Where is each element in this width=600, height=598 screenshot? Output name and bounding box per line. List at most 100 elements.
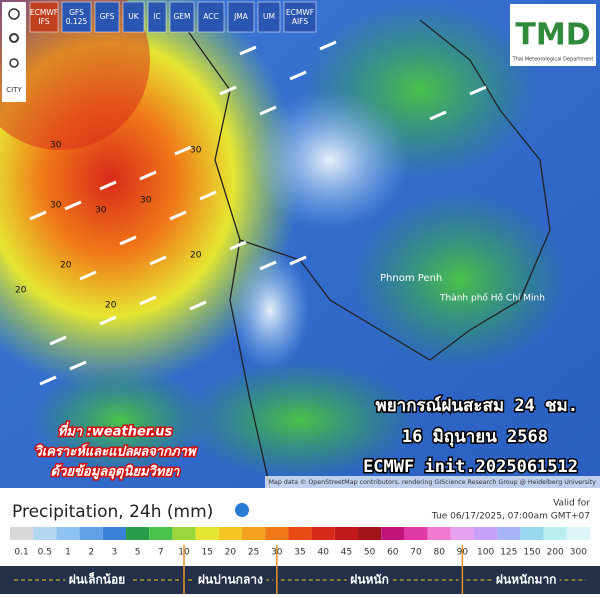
scale-cell <box>102 527 126 540</box>
model-button[interactable] <box>169 1 195 33</box>
contour-label: 30 <box>190 146 202 156</box>
contour-label: 30 <box>50 201 62 211</box>
rain-area <box>30 365 210 475</box>
scale-label: 35 <box>294 548 305 558</box>
scale-cell <box>381 527 405 540</box>
scale-cell <box>10 527 34 540</box>
forecast-caption: พยากรณ์ฝนสะสม 24 ชม. 16 มิถุนายน 2568 EC… <box>362 394 580 479</box>
model-button[interactable] <box>94 1 120 33</box>
scale-cell <box>218 527 242 540</box>
scale-label: 60 <box>387 548 399 558</box>
model-button[interactable] <box>227 1 255 33</box>
model-label[interactable]: IC <box>153 12 160 21</box>
city-button[interactable]: CITY <box>6 86 22 94</box>
model-button[interactable] <box>61 1 92 33</box>
scale-label: 150 <box>523 548 540 558</box>
wind-arrow <box>49 335 67 346</box>
scale-cell <box>311 527 335 540</box>
model-button[interactable] <box>257 1 281 33</box>
dry-area <box>250 90 410 230</box>
caption-line: พยากรณ์ฝนสะสม 24 ชม. <box>376 395 579 416</box>
color-scale: 0.10.51235710152025303540455060708090100… <box>10 527 590 558</box>
model-button[interactable] <box>197 1 225 33</box>
place-label: Thành phố Hồ Chí Minh <box>439 293 545 304</box>
contour-label: 30 <box>50 141 62 151</box>
wind-arrow <box>29 210 47 221</box>
model-label[interactable]: GEM <box>173 12 190 21</box>
scale-cell <box>79 527 103 540</box>
scale-cell <box>56 527 80 540</box>
zoom-button[interactable] <box>9 58 19 68</box>
attribution-bg <box>265 476 600 488</box>
source-note: ที่มา :weather.us วิเคราะห์และแปลผลจากภา… <box>33 420 198 481</box>
model-button[interactable] <box>147 1 167 33</box>
scale-label: 20 <box>225 548 237 558</box>
model-label[interactable]: JMA <box>233 12 249 21</box>
scale-label: 80 <box>433 548 445 558</box>
refresh-button[interactable] <box>8 8 20 20</box>
wind-arrow <box>189 300 207 311</box>
band-label: ฝนเล็กน้อย <box>69 572 125 587</box>
wind-arrow <box>169 210 187 221</box>
wind-arrow <box>429 110 447 121</box>
logo-box <box>510 4 596 66</box>
rain-area <box>350 190 570 370</box>
scale-label: 125 <box>500 548 517 558</box>
model-label[interactable]: ECMWF AIFS <box>286 8 314 26</box>
scale-label: 200 <box>547 548 564 558</box>
model-label[interactable]: ACC <box>203 12 218 21</box>
scale-cell <box>33 527 57 540</box>
band-label: ฝนปานกลาง <box>198 573 263 587</box>
source-line: ด้วยข้อมูลอุตุนิยมวิทยา <box>51 464 180 480</box>
model-label[interactable]: GFS 0.125 <box>66 8 88 26</box>
contour-label: 20 <box>190 251 202 261</box>
scale-cell <box>265 527 289 540</box>
wind-arrow <box>119 235 137 246</box>
contour-label: 20 <box>60 261 72 271</box>
model-button[interactable] <box>122 1 145 33</box>
wind-arrow <box>139 170 157 181</box>
scale-label: 5 <box>135 548 141 558</box>
source-line: วิเคราะห์และแปลผลจากภาพ <box>34 444 196 460</box>
model-button[interactable] <box>283 1 317 33</box>
scale-cell <box>427 527 451 540</box>
model-button[interactable] <box>29 1 59 33</box>
wind-arrow <box>64 200 82 211</box>
info-button[interactable] <box>235 503 249 517</box>
rain-area <box>180 360 420 480</box>
wind-arrow <box>79 270 97 281</box>
scale-label: 70 <box>410 548 422 558</box>
wind-arrow <box>259 105 277 116</box>
scale-cell <box>450 527 474 540</box>
scale-label: 100 <box>477 548 494 558</box>
model-label[interactable]: ECMWF IFS <box>30 8 58 26</box>
scale-label: 0.1 <box>14 548 28 558</box>
scale-cell <box>288 527 312 540</box>
locate-button[interactable] <box>9 33 19 43</box>
scale-label: 1 <box>65 548 71 558</box>
contour-label: 20 <box>105 301 117 311</box>
wind-arrow <box>139 295 157 306</box>
wind-arrow <box>199 190 217 201</box>
place-label: Phnom Penh <box>380 273 442 284</box>
model-label[interactable]: UM <box>263 12 275 21</box>
caption-line: 16 มิถุนายน 2568 <box>402 427 548 447</box>
intensity-bands: ฝนเล็กน้อย ฝนปานกลาง ฝนหนัก ฝนหนักมาก <box>14 545 586 594</box>
legend-title: Precipitation, 24h (mm) <box>12 502 213 522</box>
contour-label: 20 <box>15 286 27 296</box>
source-line: ที่มา :weather.us <box>58 422 173 440</box>
map-labels: Phnom Penh Thành phố Hồ Chí Minh 30 30 30 30 2… <box>15 141 545 311</box>
model-label[interactable]: GFS <box>100 12 115 21</box>
scale-label: 3 <box>112 548 118 558</box>
attribution: Map data © OpenStreetMap contributors, r… <box>269 478 597 486</box>
logo-title: TMD <box>515 18 590 53</box>
scale-cell <box>543 527 567 540</box>
scale-cell <box>172 527 196 540</box>
wind-arrow <box>319 40 337 51</box>
model-label[interactable]: UK <box>128 12 139 21</box>
scale-cell <box>566 527 590 540</box>
contour-label: 30 <box>95 206 107 216</box>
scale-cell <box>195 527 219 540</box>
wind-arrow <box>99 315 117 326</box>
wind-arrow <box>289 70 307 81</box>
